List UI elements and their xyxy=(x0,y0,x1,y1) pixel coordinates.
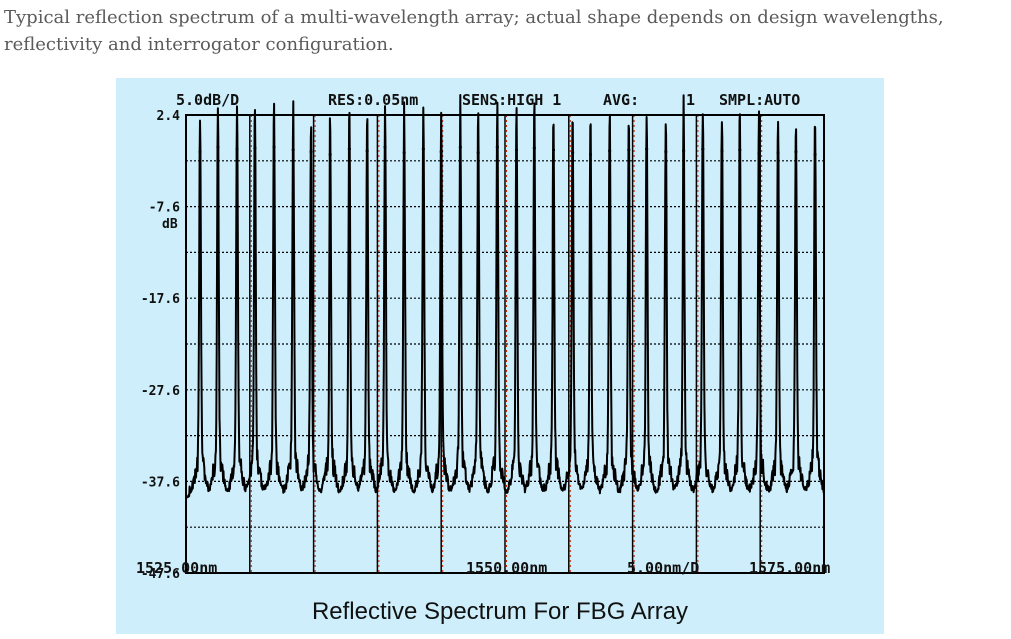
x-start-label: 1525.00nm xyxy=(136,559,217,577)
scale-readout: 5.0dB/D xyxy=(176,91,239,109)
plot-frame xyxy=(185,114,825,574)
average-value: 1 xyxy=(686,91,695,109)
y-tick-label: 2.4 xyxy=(157,109,181,124)
average-label: AVG: xyxy=(603,91,639,109)
resolution-readout: RES:0.05nm xyxy=(328,91,418,109)
x-end-label: 1575.00nm xyxy=(749,559,830,577)
sensitivity-readout: SENS:HIGH 1 xyxy=(462,91,561,109)
spectrum-chart: 5.0dB/D RES:0.05nm SENS:HIGH 1 AVG: 1 SM… xyxy=(136,91,830,625)
y-tick-label: -37.6 xyxy=(141,475,180,490)
x-division-label: 5.00nm/D xyxy=(627,559,699,577)
y-tick-label: -47.6 xyxy=(141,567,180,582)
spectrum-trace xyxy=(185,94,825,499)
chart-panel: 5.0dB/D RES:0.05nm SENS:HIGH 1 AVG: 1 SM… xyxy=(116,78,884,634)
chart-title: Reflective Spectrum For FBG Array xyxy=(312,598,688,625)
trace-layer xyxy=(185,94,825,499)
y-unit-label: dB xyxy=(162,217,178,232)
sampling-readout: SMPL:AUTO xyxy=(719,91,800,109)
y-tick-labels: 2.4 -7.6 -17.6 -27.6 -37.6 -47.6 xyxy=(141,109,180,582)
grid-layer xyxy=(186,115,824,573)
y-tick-label: -17.6 xyxy=(141,292,180,307)
y-tick-label: -27.6 xyxy=(141,384,180,399)
x-center-label: 1550.00nm xyxy=(466,559,547,577)
figure-caption: Typical reflection spectrum of a multi-w… xyxy=(4,7,944,55)
y-tick-label: -7.6 xyxy=(149,201,180,216)
